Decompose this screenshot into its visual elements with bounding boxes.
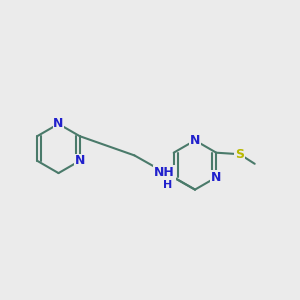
- Text: N: N: [53, 117, 64, 130]
- Text: H: H: [163, 179, 172, 190]
- Text: N: N: [75, 154, 85, 167]
- Text: N: N: [211, 171, 221, 184]
- Text: S: S: [235, 148, 244, 161]
- Text: N: N: [190, 134, 200, 147]
- Text: NH: NH: [154, 166, 175, 179]
